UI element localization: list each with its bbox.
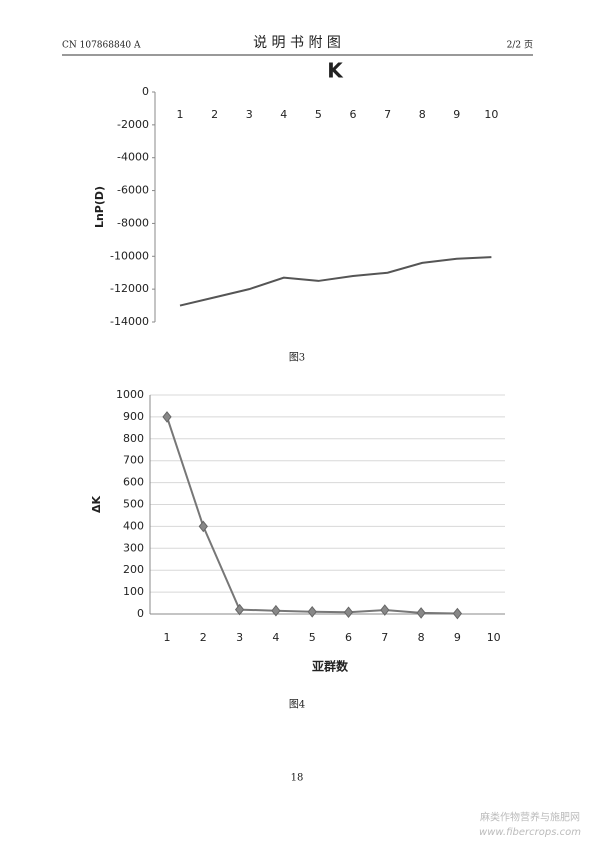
y-tick-label: 100 xyxy=(123,585,144,598)
x-tick-label: 10 xyxy=(487,631,501,644)
data-marker xyxy=(343,606,354,619)
x-tick-label: 4 xyxy=(280,108,287,121)
x-tick-label: 8 xyxy=(419,108,426,121)
figure-caption: 图4 xyxy=(289,699,305,711)
header-left: CN 107868840 A xyxy=(62,41,141,51)
y-tick-label: -6000 xyxy=(117,184,149,197)
y-axis-label: ΔK xyxy=(90,496,103,514)
y-tick-label: -4000 xyxy=(117,151,149,164)
x-tick-label: 6 xyxy=(345,631,352,644)
y-tick-label: 800 xyxy=(123,432,144,445)
chart-title: K xyxy=(327,59,344,83)
x-tick-label: 9 xyxy=(454,631,461,644)
y-tick-label: 1000 xyxy=(116,388,144,401)
data-marker xyxy=(380,604,390,616)
x-tick-label: 9 xyxy=(453,108,460,121)
y-tick-label: -8000 xyxy=(117,216,149,229)
y-tick-label: 0 xyxy=(142,85,149,98)
x-tick-label: 7 xyxy=(384,108,391,121)
y-axis-label: LnP(D) xyxy=(93,186,106,228)
data-marker xyxy=(416,607,426,619)
x-tick-label: 1 xyxy=(177,108,184,121)
x-tick-label: 7 xyxy=(381,631,388,644)
watermark-url: www.fibercrops.com xyxy=(479,827,581,838)
x-tick-label: 1 xyxy=(164,631,171,644)
data-marker xyxy=(234,603,245,616)
data-marker xyxy=(198,520,208,533)
x-axis-label: 亚群数 xyxy=(312,659,349,674)
y-tick-label: 600 xyxy=(123,476,144,489)
data-marker xyxy=(452,607,463,620)
y-tick-label: 200 xyxy=(123,563,144,576)
y-tick-label: -2000 xyxy=(117,118,149,131)
x-tick-label: 2 xyxy=(200,631,207,644)
page-number: 18 xyxy=(291,773,304,784)
y-tick-label: -10000 xyxy=(110,249,149,262)
y-tick-label: 400 xyxy=(123,519,144,532)
x-tick-label: 2 xyxy=(211,108,218,121)
header-right: 2/2 页 xyxy=(507,40,533,51)
data-marker xyxy=(271,604,281,617)
x-tick-label: 3 xyxy=(236,631,243,644)
x-tick-label: 5 xyxy=(309,631,316,644)
data-marker xyxy=(307,606,317,618)
y-tick-label: 300 xyxy=(123,541,144,554)
watermark: 麻类作物营养与施肥网 xyxy=(480,811,580,824)
data-line xyxy=(179,256,492,307)
y-tick-label: 500 xyxy=(123,498,144,511)
data-marker xyxy=(162,411,172,423)
x-tick-label: 4 xyxy=(272,631,279,644)
x-tick-label: 3 xyxy=(246,108,253,121)
header-center: 说 明 书 附 图 xyxy=(253,35,341,51)
x-tick-label: 5 xyxy=(315,108,322,121)
data-line xyxy=(166,416,458,615)
y-tick-label: 700 xyxy=(123,454,144,467)
y-tick-label: 0 xyxy=(137,607,144,620)
x-tick-label: 10 xyxy=(484,108,498,121)
y-tick-label: -12000 xyxy=(110,282,149,295)
x-tick-label: 6 xyxy=(350,108,357,121)
y-tick-label: -14000 xyxy=(110,315,149,328)
y-tick-label: 900 xyxy=(123,410,144,423)
figure-caption: 图3 xyxy=(289,352,305,364)
x-tick-label: 8 xyxy=(418,631,425,644)
